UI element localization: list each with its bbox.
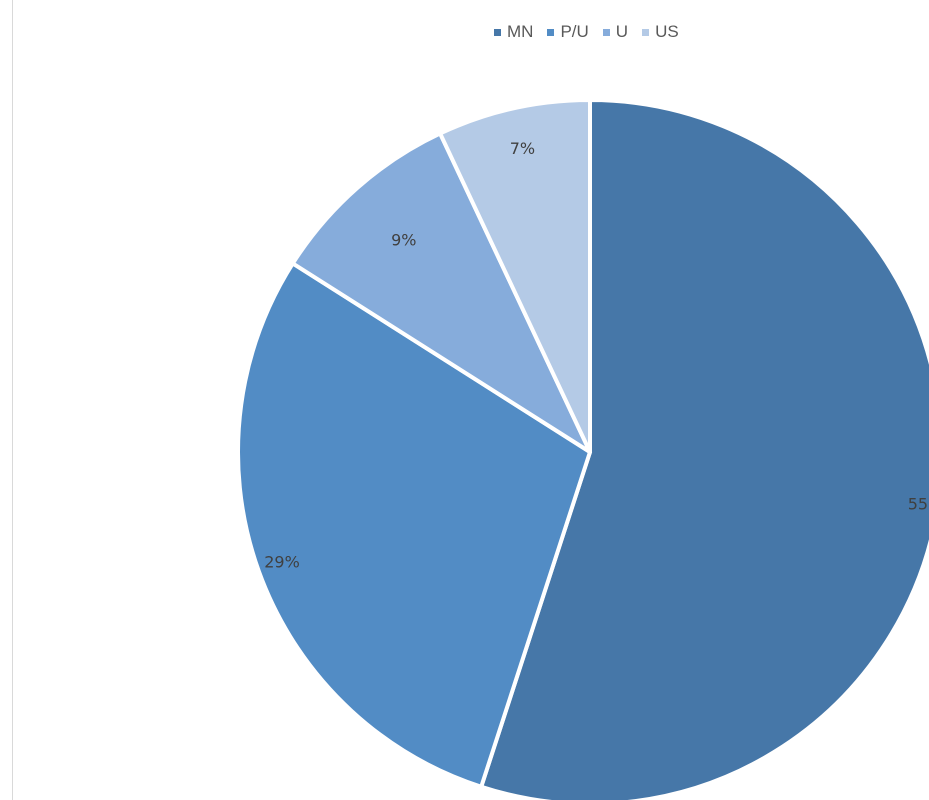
pie-slices: [236, 98, 929, 800]
legend-label-us: US: [655, 22, 679, 41]
legend-label-mn: MN: [507, 22, 534, 41]
pie-slice-u: [290, 131, 592, 454]
legend-item-us: US: [642, 22, 679, 42]
legend-swatch-u: [602, 28, 610, 36]
data-label-mn: 55%: [908, 495, 929, 514]
data-labels: 55% 29% 9% 7%: [264, 139, 929, 571]
data-label-u: 9%: [391, 230, 416, 249]
legend-swatch-us: [642, 28, 650, 36]
pie-slice-mn: [479, 98, 929, 800]
border-line: [12, 0, 13, 800]
legend-item-u: U: [602, 22, 629, 42]
legend-item-pu: P/U: [547, 22, 589, 42]
chart-legend: MN P/U U US: [494, 21, 679, 43]
legend-label-u: U: [615, 22, 629, 41]
legend-item-mn: MN: [494, 22, 533, 42]
pie-slice-us: [438, 98, 592, 454]
pie-slice-pu: [236, 261, 592, 789]
legend-label-pu: P/U: [560, 22, 589, 41]
data-label-pu: 29%: [264, 552, 300, 571]
legend-swatch-mn: [494, 28, 501, 36]
data-label-us: 7%: [510, 139, 535, 158]
legend-swatch-pu: [547, 28, 555, 36]
